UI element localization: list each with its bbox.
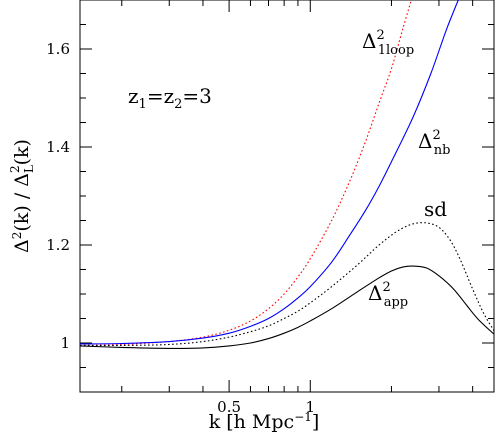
series-line-app bbox=[80, 265, 495, 349]
series-line-nb bbox=[80, 0, 459, 345]
x-tick-label: 1 bbox=[306, 398, 316, 416]
series-label-sd: sd bbox=[424, 197, 447, 221]
y-tick-label: 1.2 bbox=[46, 236, 70, 254]
y-tick-label: 1.4 bbox=[46, 138, 70, 156]
redshift-label: z1=z2=3 bbox=[128, 84, 212, 112]
series-layer bbox=[80, 0, 495, 349]
y-tick-label: 1 bbox=[60, 334, 70, 352]
series-label-app: Δ2 app bbox=[368, 280, 408, 310]
x-axis-title: k [h Mpc−1] bbox=[209, 410, 320, 433]
series-label-oneloop: Δ2 1loop bbox=[362, 28, 414, 58]
y-axis-title: Δ2(k) / ΔL2(k) bbox=[8, 139, 36, 253]
series-line-sd bbox=[80, 222, 495, 347]
tick-labels: 0.5 1 1 1.2 1.4 1.6 bbox=[46, 40, 315, 416]
axis-ticks bbox=[80, 0, 494, 393]
series-label-nb: Δ2 nb bbox=[418, 128, 450, 158]
y-tick-label: 1.6 bbox=[46, 40, 70, 58]
plot-frame bbox=[79, 0, 495, 393]
x-tick-label: 0.5 bbox=[217, 398, 241, 416]
